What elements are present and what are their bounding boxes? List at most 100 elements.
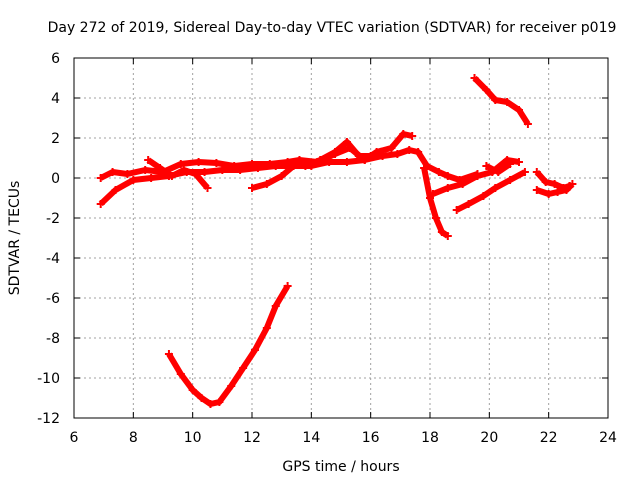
x-tick-label: 24	[599, 430, 617, 446]
data-point	[491, 96, 500, 104]
y-tick-label: -6	[46, 291, 60, 307]
data-point	[458, 180, 467, 188]
series-line-sat-g	[472, 75, 531, 126]
y-tick-label: -10	[37, 371, 60, 387]
data-point	[479, 192, 488, 200]
data-point	[144, 156, 153, 164]
data-point	[271, 302, 280, 310]
data-point	[301, 162, 310, 170]
x-tick-label: 20	[480, 430, 498, 446]
data-point	[203, 184, 212, 192]
data-point	[167, 172, 176, 180]
data-point	[289, 162, 298, 170]
data-point	[96, 174, 105, 182]
data-point	[354, 152, 363, 160]
data-point	[568, 180, 577, 188]
data-point	[443, 184, 452, 192]
data-point	[218, 166, 227, 174]
data-point	[141, 166, 150, 174]
data-point	[212, 159, 221, 167]
data-point	[515, 158, 523, 166]
chart-title: Day 272 of 2019, Sidereal Day-to-day VTE…	[48, 20, 617, 36]
data-point	[393, 150, 402, 158]
data-point	[188, 386, 197, 394]
data-point	[452, 206, 461, 214]
data-point	[550, 180, 559, 188]
y-tick-label: -8	[46, 331, 60, 347]
x-tick-label: 10	[184, 430, 202, 446]
data-point	[420, 164, 429, 172]
y-tick-label: -12	[37, 411, 60, 427]
data-point	[562, 186, 571, 194]
x-tick-label: 22	[540, 430, 558, 446]
y-tick-label: 6	[51, 51, 60, 67]
data-point	[387, 144, 396, 152]
data-point	[515, 106, 523, 114]
data-point	[227, 382, 236, 390]
series-line-sat-e	[166, 284, 291, 407]
data-point	[431, 214, 440, 222]
data-point	[236, 166, 245, 174]
data-point	[470, 74, 479, 82]
x-axis-label: GPS time / hours	[282, 459, 399, 475]
data-point	[506, 176, 515, 184]
y-tick-label: 0	[51, 171, 60, 187]
data-point	[482, 86, 491, 94]
data-point	[520, 168, 529, 176]
data-point	[491, 184, 500, 192]
series-line-sat-d	[251, 139, 371, 191]
data-point	[473, 172, 482, 180]
data-point	[434, 168, 443, 176]
series-layer	[96, 74, 577, 408]
x-tick-label: 16	[362, 430, 380, 446]
data-point	[541, 178, 550, 186]
data-point	[553, 188, 562, 196]
data-point	[179, 166, 188, 174]
plot-frame	[73, 57, 609, 419]
data-point	[111, 186, 120, 194]
data-point	[164, 350, 173, 358]
data-point	[108, 168, 117, 176]
data-point	[464, 200, 473, 208]
grid-lines	[74, 58, 608, 418]
data-point	[250, 346, 259, 354]
data-point	[532, 168, 541, 176]
y-tick-label: 4	[51, 91, 60, 107]
data-point	[206, 400, 215, 408]
data-point	[176, 160, 185, 168]
data-point	[156, 164, 165, 172]
data-point	[408, 132, 417, 140]
y-tick-label: 2	[51, 131, 60, 147]
data-point	[443, 232, 452, 240]
data-point	[405, 146, 414, 154]
data-point	[331, 148, 340, 156]
data-point	[544, 190, 553, 198]
data-point	[295, 156, 304, 164]
data-point	[176, 370, 185, 378]
data-point	[253, 164, 262, 172]
y-tick-label: -2	[46, 211, 60, 227]
data-point	[494, 168, 503, 176]
data-point	[262, 180, 271, 188]
data-point	[129, 176, 138, 184]
data-point	[191, 170, 200, 178]
data-point	[271, 162, 280, 170]
data-point	[414, 148, 423, 156]
data-point	[506, 160, 515, 168]
data-point	[437, 228, 446, 236]
y-axis-label: SDTVAR / TECUs	[7, 181, 23, 296]
data-point	[532, 186, 541, 194]
data-point	[197, 394, 206, 402]
data-point	[428, 190, 437, 198]
data-point	[248, 184, 256, 192]
data-point	[399, 130, 408, 138]
data-point	[262, 324, 271, 332]
data-point	[283, 282, 292, 290]
data-point	[316, 156, 325, 164]
data-point	[342, 158, 351, 166]
data-point	[194, 158, 203, 166]
data-point	[96, 200, 105, 208]
series-line-sat-c	[146, 157, 210, 190]
x-tick-label: 8	[129, 430, 138, 446]
